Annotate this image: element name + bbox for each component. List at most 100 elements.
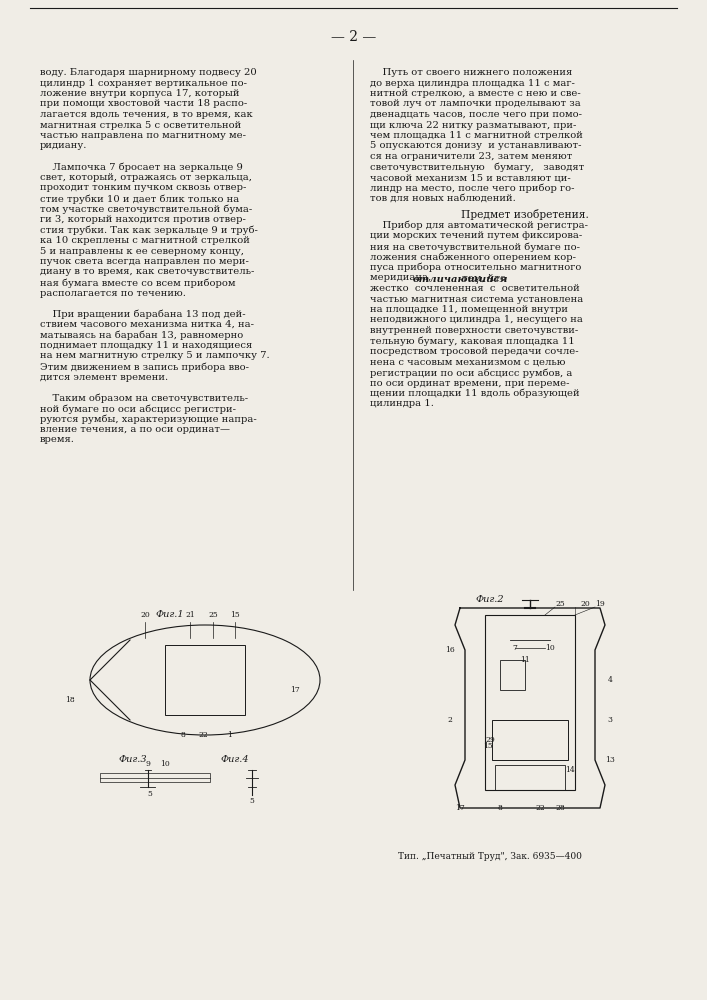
Bar <box>100 773 210 782</box>
Text: 13: 13 <box>605 756 615 764</box>
Text: нена с часовым механизмом с целью: нена с часовым механизмом с целью <box>370 358 566 366</box>
Text: щи ключа 22 нитку разматывают, при-: щи ключа 22 нитку разматывают, при- <box>370 120 576 129</box>
Text: посредством тросовой передачи сочле-: посредством тросовой передачи сочле- <box>370 347 578 356</box>
Text: тов для новых наблюдений.: тов для новых наблюдений. <box>370 194 515 203</box>
Text: ложения снабженного оперением кор-: ложения снабженного оперением кор- <box>370 252 576 262</box>
Text: матываясь на барабан 13, равномерно: матываясь на барабан 13, равномерно <box>40 330 243 340</box>
Text: 22: 22 <box>198 731 208 739</box>
Text: стия трубки. Так как зеркальце 9 и труб-: стия трубки. Так как зеркальце 9 и труб- <box>40 226 258 235</box>
Text: — 2 —: — 2 — <box>331 30 376 44</box>
Text: ствием часового механизма нитка 4, на-: ствием часового механизма нитка 4, на- <box>40 320 254 329</box>
Text: располагается по течению.: располагается по течению. <box>40 288 186 298</box>
Text: 2: 2 <box>448 716 452 724</box>
Text: нитной стрелкою, а вместе с нею и све-: нитной стрелкою, а вместе с нею и све- <box>370 89 580 98</box>
Text: поднимает площадку 11 и находящиеся: поднимает площадку 11 и находящиеся <box>40 341 252 350</box>
Text: ги 3, который находится против отвер-: ги 3, который находится против отвер- <box>40 215 246 224</box>
Text: ложение внутри корпуса 17, который: ложение внутри корпуса 17, который <box>40 89 240 98</box>
Text: ния на светочувствительной бумаге по-: ния на светочувствительной бумаге по- <box>370 242 580 251</box>
Text: Фиг.1: Фиг.1 <box>155 610 184 619</box>
Text: Предмет изобретения.: Предмет изобретения. <box>461 209 589 220</box>
Text: время.: время. <box>40 436 75 444</box>
Text: стие трубки 10 и дает блик только на: стие трубки 10 и дает блик только на <box>40 194 239 204</box>
Text: на площадке 11, помещенной внутри: на площадке 11, помещенной внутри <box>370 305 568 314</box>
Text: воду. Благодаря шарнирному подвесу 20: воду. Благодаря шарнирному подвесу 20 <box>40 68 257 77</box>
Text: 11: 11 <box>520 656 530 664</box>
Text: часовой механизм 15 и вставляют ци-: часовой механизм 15 и вставляют ци- <box>370 173 571 182</box>
Text: частью магнитная система установлена: частью магнитная система установлена <box>370 294 583 304</box>
Text: линдр на место, после чего прибор го-: линдр на место, после чего прибор го- <box>370 184 575 193</box>
Text: 15: 15 <box>230 611 240 619</box>
Text: внутренней поверхности светочувстви-: внутренней поверхности светочувстви- <box>370 326 578 335</box>
Text: 1: 1 <box>228 731 233 739</box>
Bar <box>165 645 245 715</box>
Text: отличающийся: отличающийся <box>412 273 508 283</box>
Text: цилиндр 1 сохраняет вертикальное по-: цилиндр 1 сохраняет вертикальное по- <box>40 79 247 88</box>
Text: меридиана,: меридиана, <box>370 273 434 282</box>
Text: свет, который, отражаясь от зеркальца,: свет, который, отражаясь от зеркальца, <box>40 173 252 182</box>
Text: 5 опускаются донизу  и устанавливают-: 5 опускаются донизу и устанавливают- <box>370 141 581 150</box>
Text: щении площадки 11 вдоль образующей: щении площадки 11 вдоль образующей <box>370 389 580 398</box>
Text: 16: 16 <box>445 646 455 654</box>
Text: вление течения, а по оси ординат—: вление течения, а по оси ординат— <box>40 425 230 434</box>
Text: Фиг.3: Фиг.3 <box>118 755 146 764</box>
Text: проходит тонким пучком сквозь отвер-: проходит тонким пучком сквозь отвер- <box>40 184 246 192</box>
Text: Фиг.2: Фиг.2 <box>475 595 503 604</box>
Text: ная бумага вместе со всем прибором: ная бумага вместе со всем прибором <box>40 278 235 288</box>
Text: чем площадка 11 с магнитной стрелкой: чем площадка 11 с магнитной стрелкой <box>370 131 583 140</box>
Text: 17: 17 <box>290 686 300 694</box>
Text: жестко  сочлененная  с  осветительной: жестко сочлененная с осветительной <box>370 284 580 293</box>
Text: Таким образом на светочувствитель-: Таким образом на светочувствитель- <box>40 393 248 403</box>
Text: магнитная стрелка 5 с осветительной: магнитная стрелка 5 с осветительной <box>40 120 241 129</box>
Text: тем, что: тем, что <box>459 273 506 282</box>
Text: до верха цилиндра площадка 11 с маг-: до верха цилиндра площадка 11 с маг- <box>370 79 575 88</box>
Text: Путь от своего нижнего положения: Путь от своего нижнего положения <box>370 68 572 77</box>
Text: 5: 5 <box>148 790 153 798</box>
Text: ка 10 скреплены с магнитной стрелкой: ка 10 скреплены с магнитной стрелкой <box>40 236 250 245</box>
Text: цилиндра 1.: цилиндра 1. <box>370 399 434 408</box>
Text: по оси ординат времени, при переме-: по оси ординат времени, при переме- <box>370 378 570 387</box>
Text: 5: 5 <box>250 797 255 805</box>
Text: 5 и направлены к ее северному концу,: 5 и направлены к ее северному концу, <box>40 246 244 255</box>
Text: ции морских течений путем фиксирова-: ции морских течений путем фиксирова- <box>370 232 583 240</box>
Text: 29: 29 <box>485 736 495 744</box>
Text: 20: 20 <box>580 600 590 608</box>
Text: 3: 3 <box>607 716 612 724</box>
Text: 7: 7 <box>513 644 518 652</box>
Text: 10: 10 <box>545 644 555 652</box>
Text: ся на ограничители 23, затем меняют: ся на ограничители 23, затем меняют <box>370 152 573 161</box>
Text: диану в то время, как светочувствитель-: диану в то время, как светочувствитель- <box>40 267 255 276</box>
Text: светочувствительную   бумагу,   заводят: светочувствительную бумагу, заводят <box>370 162 584 172</box>
Text: 25: 25 <box>555 600 565 608</box>
Text: 10: 10 <box>160 760 170 768</box>
Text: руются румбы, характеризующие напра-: руются румбы, характеризующие напра- <box>40 414 257 424</box>
Text: частью направлена по магнитному ме-: частью направлена по магнитному ме- <box>40 131 246 140</box>
Text: 21: 21 <box>185 611 195 619</box>
Text: 19: 19 <box>595 600 605 608</box>
Text: 8: 8 <box>180 731 185 739</box>
Text: Фиг.4: Фиг.4 <box>220 755 249 764</box>
Text: 22: 22 <box>535 804 545 812</box>
Text: том участке светочувствительной бума-: том участке светочувствительной бума- <box>40 205 252 214</box>
Text: 25: 25 <box>208 611 218 619</box>
Text: ной бумаге по оси абсцисс регистри-: ной бумаге по оси абсцисс регистри- <box>40 404 236 414</box>
Text: При вращении барабана 13 под дей-: При вращении барабана 13 под дей- <box>40 310 245 319</box>
Text: дится элемент времени.: дится элемент времени. <box>40 372 168 381</box>
Text: Тип. „Печатный Труд", Зак. 6935—400: Тип. „Печатный Труд", Зак. 6935—400 <box>398 852 582 861</box>
Text: Лампочка 7 бросает на зеркальце 9: Лампочка 7 бросает на зеркальце 9 <box>40 162 243 172</box>
Text: 28: 28 <box>555 804 565 812</box>
Text: 17: 17 <box>455 804 465 812</box>
Text: ридиану.: ридиану. <box>40 141 88 150</box>
Text: тельную бумагу, каковая площадка 11: тельную бумагу, каковая площадка 11 <box>370 336 575 346</box>
Text: на нем магнитную стрелку 5 и лампочку 7.: на нем магнитную стрелку 5 и лампочку 7. <box>40 352 269 360</box>
Text: 20: 20 <box>140 611 150 619</box>
Text: при помощи хвостовой части 18 распо-: при помощи хвостовой части 18 распо- <box>40 100 247 108</box>
Bar <box>492 720 568 760</box>
Text: 4: 4 <box>607 676 612 684</box>
Text: регистрации по оси абсцисс румбов, а: регистрации по оси абсцисс румбов, а <box>370 368 573 377</box>
Text: 18: 18 <box>65 696 75 704</box>
Text: пуса прибора относительно магнитного: пуса прибора относительно магнитного <box>370 263 581 272</box>
Bar <box>500 660 525 690</box>
Bar <box>495 765 565 790</box>
Text: двенадцать часов, после чего при помо-: двенадцать часов, после чего при помо- <box>370 110 582 119</box>
Text: 8: 8 <box>498 804 503 812</box>
